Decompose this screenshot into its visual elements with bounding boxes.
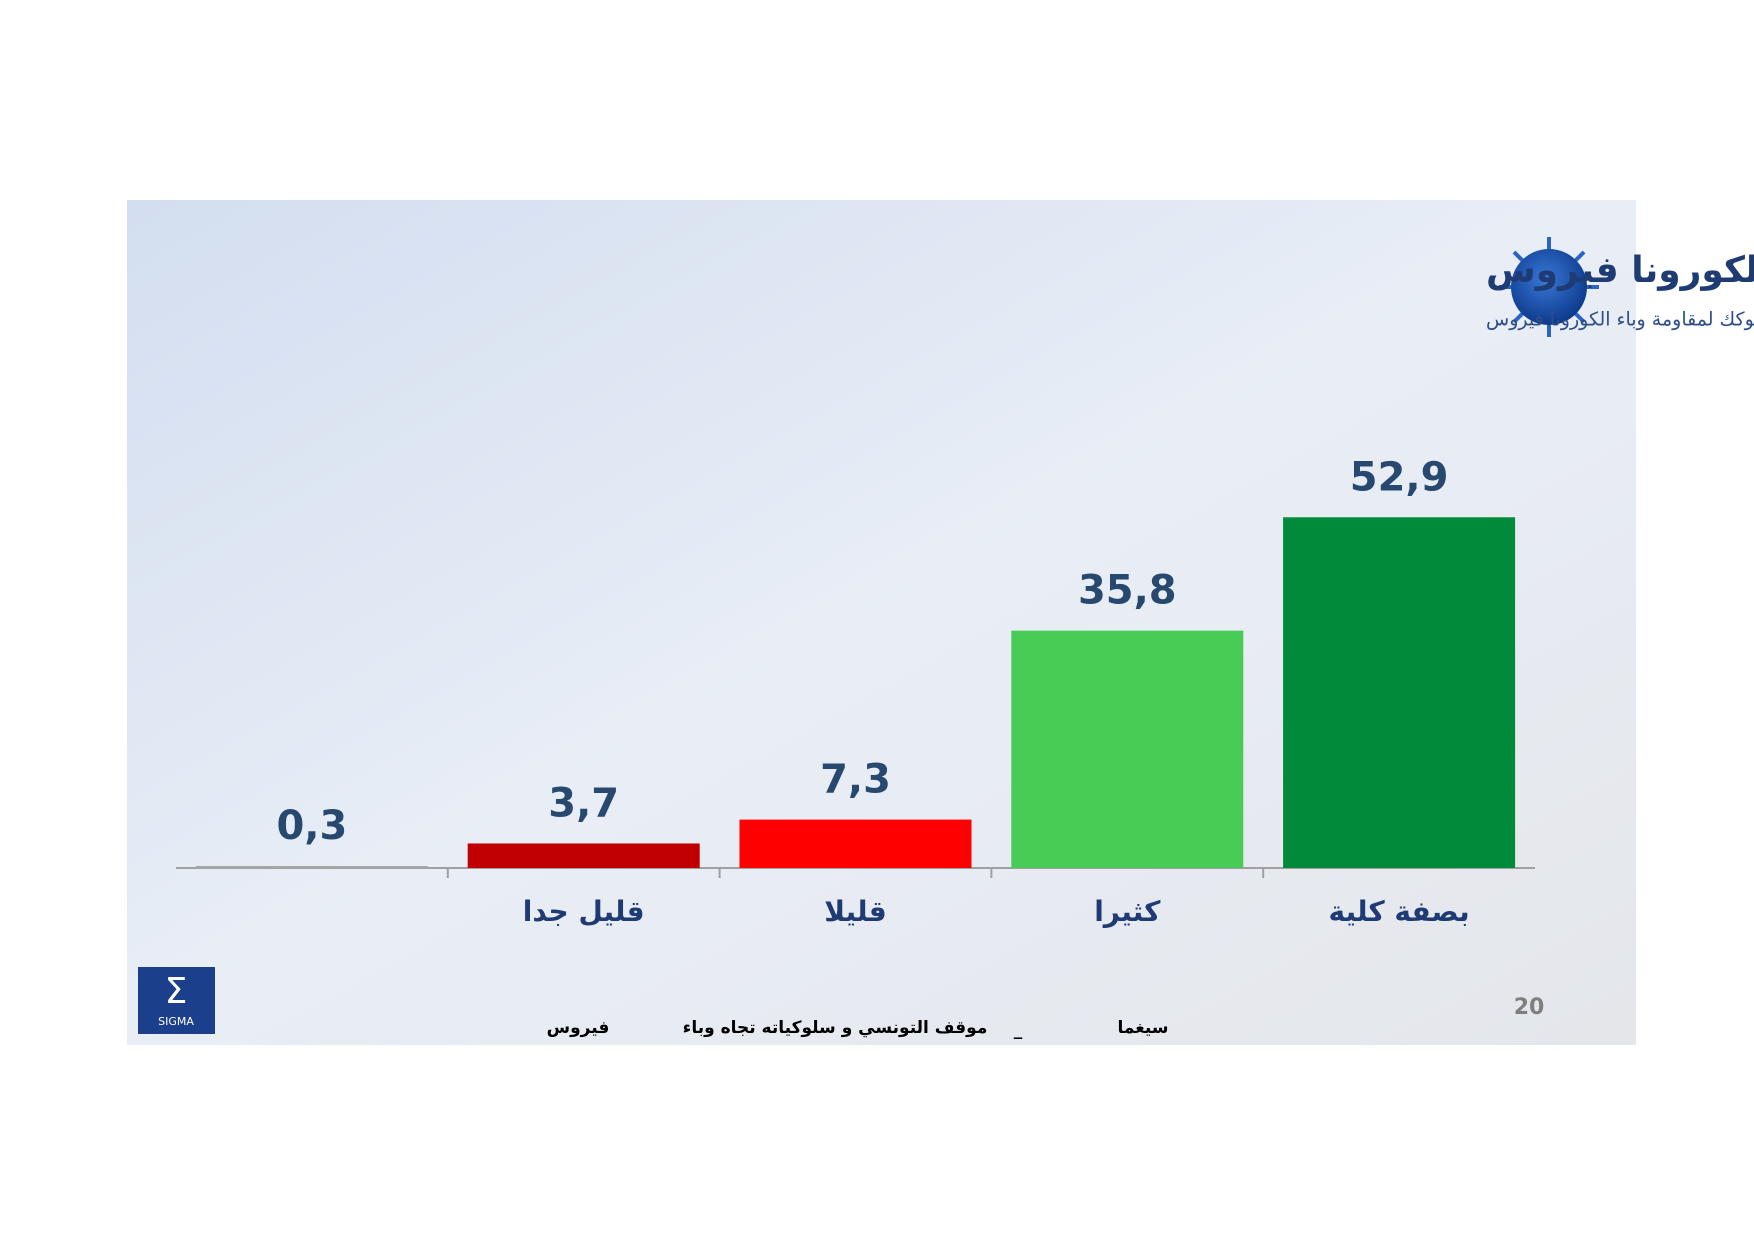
value-label: 0,3 [276, 803, 347, 849]
chart-title: درجة تغير سلوك المواطن التونسي لمقاومة و… [1486, 250, 1754, 291]
footer-text: موقف التونسي و سلوكياته تجاه وباء [683, 1018, 988, 1038]
x-tick-label: كثيرا [1094, 895, 1161, 928]
value-label: 35,8 [1078, 568, 1177, 614]
footer-text: فيروس [547, 1018, 610, 1038]
footer-text: _ [1014, 1020, 1023, 1040]
x-tick-label: قليل جدا [523, 895, 645, 928]
logo: Σ SIGMA [138, 967, 215, 1034]
value-label: 52,9 [1350, 454, 1449, 500]
bar [1283, 517, 1516, 868]
virus-icon [1499, 237, 1599, 337]
bar [195, 866, 428, 868]
bar [467, 843, 700, 868]
page-number: 20 [1514, 995, 1545, 1020]
bar [739, 819, 972, 868]
svg-text:Σ: Σ [165, 971, 188, 1012]
bar [1011, 630, 1244, 868]
logo-text: SIGMA [158, 1015, 194, 1028]
value-label: 3,7 [548, 780, 619, 826]
x-tick-label: قليلا [824, 895, 886, 928]
value-label: 7,3 [820, 757, 891, 803]
chart-subtitle: إلى أي حد غيرت سلوكك لمقاومة وباء الكورو… [1486, 307, 1754, 332]
footer-text: سيغما [1117, 1018, 1168, 1038]
x-tick-label: بصفة كلية [1329, 895, 1470, 928]
